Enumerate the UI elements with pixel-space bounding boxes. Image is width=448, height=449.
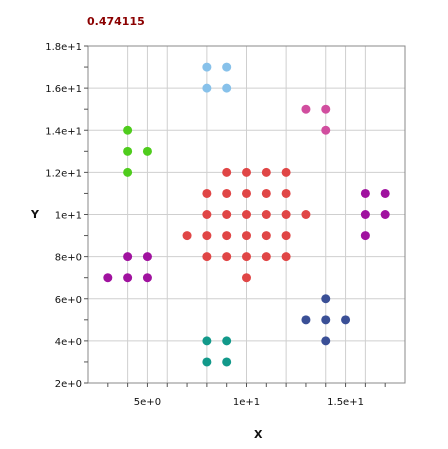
data-point — [261, 188, 271, 198]
data-point — [281, 210, 291, 219]
data-point — [142, 146, 152, 156]
data-point — [222, 83, 232, 93]
y-tick-label: 4e+0 — [55, 337, 82, 348]
y-tick-label: 8e+0 — [55, 253, 82, 264]
data-point — [202, 231, 212, 241]
y-tick-label: 1.8e+1 — [45, 42, 82, 53]
y-tick-label: 1.6e+1 — [45, 84, 82, 95]
data-point — [123, 125, 133, 135]
data-point — [123, 146, 133, 156]
data-point — [202, 62, 212, 72]
y-tick-label: 1.2e+1 — [45, 168, 82, 179]
data-point — [202, 188, 212, 198]
data-point — [341, 315, 351, 325]
data-point — [103, 273, 113, 283]
data-point — [321, 336, 331, 346]
y-tick-label: 1.4e+1 — [45, 126, 82, 137]
axis-ticks: 5e+0 1e+1 1.5e+1 2e+0 4e+0 6e+0 8e+0 1e+1 1.2e+1… — [45, 42, 386, 408]
y-tick-label: 1e+1 — [55, 211, 82, 222]
data-point — [242, 188, 251, 198]
y-tick-label: 6e+0 — [55, 295, 82, 306]
data-point — [222, 252, 232, 262]
data-point — [380, 188, 390, 198]
score-readout: 0.474115 — [87, 15, 145, 28]
data-points — [103, 62, 390, 367]
data-point — [222, 210, 232, 219]
data-point — [242, 231, 251, 241]
x-tick-label: 1.5e+1 — [327, 397, 364, 408]
data-point — [242, 210, 251, 219]
data-point — [360, 210, 370, 219]
data-point — [222, 357, 232, 367]
data-point — [242, 273, 251, 283]
data-point — [321, 104, 331, 114]
data-point — [360, 231, 370, 241]
data-point — [202, 210, 212, 219]
data-point — [281, 252, 291, 262]
data-point — [301, 210, 311, 219]
data-point — [321, 125, 331, 135]
x-tick-label: 5e+0 — [134, 397, 161, 408]
x-tick-label: 1e+1 — [233, 397, 260, 408]
data-point — [123, 252, 133, 262]
data-point — [182, 231, 192, 241]
data-point — [321, 294, 331, 304]
data-point — [222, 231, 232, 241]
data-point — [281, 188, 291, 198]
data-point — [202, 83, 212, 93]
data-point — [142, 252, 152, 262]
data-point — [321, 315, 331, 325]
data-point — [242, 252, 251, 262]
data-point — [242, 167, 251, 177]
x-axis-title: X — [254, 428, 263, 441]
data-point — [222, 167, 232, 177]
data-point — [222, 336, 232, 346]
data-point — [301, 315, 311, 325]
data-point — [281, 231, 291, 241]
data-point — [202, 357, 212, 367]
data-point — [202, 252, 212, 262]
data-point — [261, 252, 271, 262]
data-point — [123, 167, 133, 177]
data-point — [261, 210, 271, 219]
data-point — [123, 273, 133, 283]
data-point — [301, 104, 311, 114]
y-tick-label: 2e+0 — [55, 379, 82, 390]
data-point — [261, 231, 271, 241]
data-point — [222, 188, 232, 198]
y-axis-title: Y — [30, 208, 40, 221]
data-point — [380, 210, 390, 219]
data-point — [202, 336, 212, 346]
data-point — [142, 273, 152, 283]
data-point — [360, 188, 370, 198]
data-point — [261, 167, 271, 177]
data-point — [222, 62, 232, 72]
data-point — [281, 167, 291, 177]
